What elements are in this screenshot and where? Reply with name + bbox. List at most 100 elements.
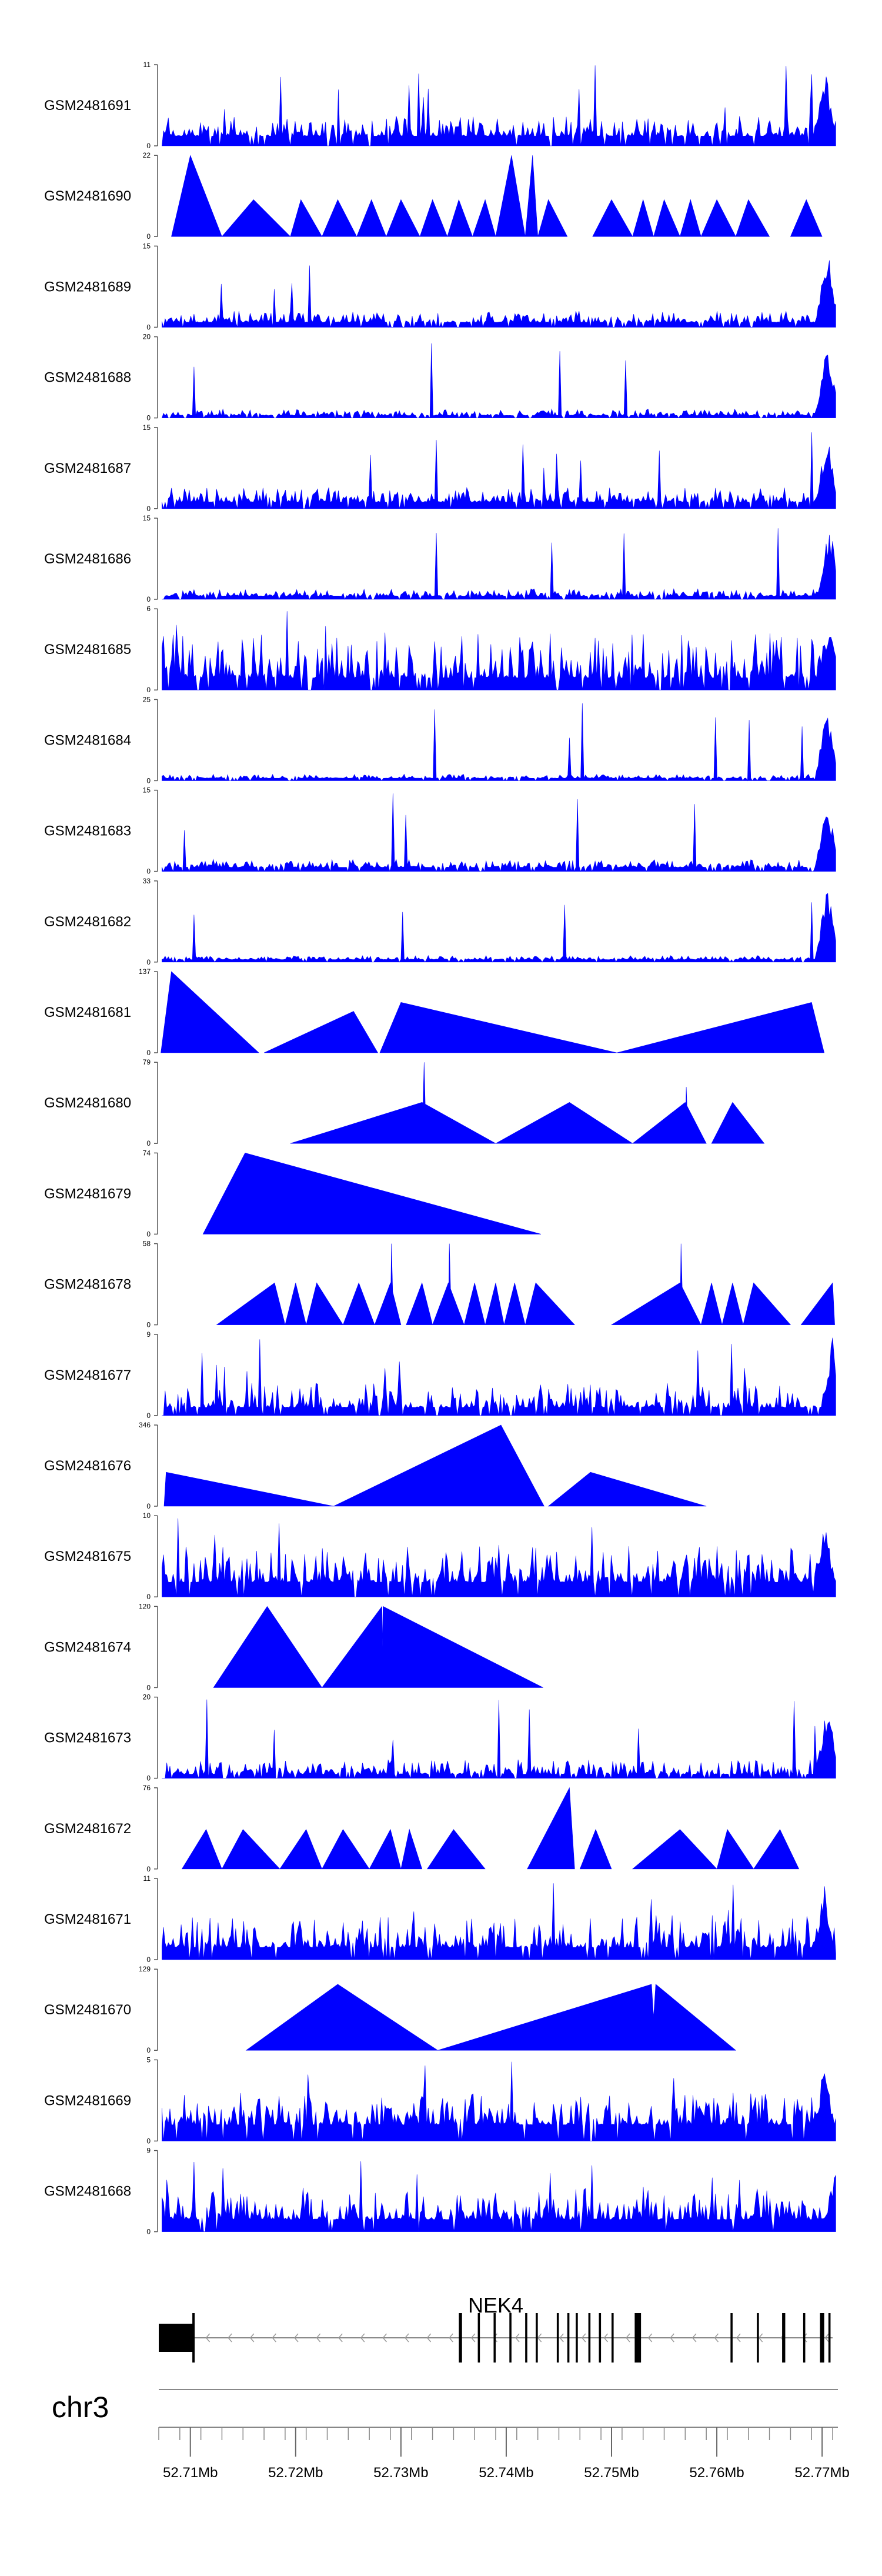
gene-exon bbox=[757, 2313, 759, 2363]
track-label-GSM2481682: GSM2481682 bbox=[44, 914, 131, 930]
strand-arrow-icon bbox=[647, 2333, 653, 2343]
coverage-area-GSM2481674 bbox=[213, 1606, 543, 1688]
y-max-label: 120 bbox=[139, 1602, 151, 1610]
track-label-GSM2481684: GSM2481684 bbox=[44, 732, 131, 748]
track-label-GSM2481687: GSM2481687 bbox=[44, 461, 131, 476]
gene-name-label: NEK4 bbox=[468, 2293, 523, 2317]
gene-exon bbox=[634, 2313, 642, 2363]
track-label-GSM2481673: GSM2481673 bbox=[44, 1730, 131, 1746]
x-tick-label: 52.73Mb bbox=[373, 2465, 428, 2481]
coverage-area-GSM2481668 bbox=[162, 2161, 836, 2232]
y-zero-label: 0 bbox=[146, 686, 151, 694]
y-zero-label: 0 bbox=[146, 595, 151, 603]
track-label-GSM2481691: GSM2481691 bbox=[44, 98, 131, 114]
y-max-label: 11 bbox=[143, 1874, 151, 1883]
gene-exon bbox=[525, 2313, 527, 2363]
strand-arrow-icon bbox=[824, 2333, 830, 2343]
y-zero-label: 0 bbox=[146, 323, 151, 331]
gene-exon bbox=[159, 2324, 194, 2352]
y-zero-label: 0 bbox=[146, 1502, 151, 1510]
y-zero-label: 0 bbox=[146, 2228, 151, 2236]
gene-exon bbox=[820, 2313, 824, 2363]
track-label-GSM2481670: GSM2481670 bbox=[44, 2002, 131, 2018]
strand-arrow-icon bbox=[205, 2333, 211, 2343]
strand-arrow-icon bbox=[272, 2333, 276, 2343]
track-label-GSM2481678: GSM2481678 bbox=[44, 1277, 131, 1293]
y-max-label: 9 bbox=[146, 1330, 151, 1339]
y-max-label: 6 bbox=[146, 605, 151, 613]
strand-arrow-icon bbox=[581, 2333, 586, 2343]
gene-exon bbox=[556, 2313, 559, 2363]
coverage-area-GSM2481684 bbox=[162, 703, 836, 782]
y-max-label: 5 bbox=[146, 2056, 151, 2064]
coverage-area-GSM2481679 bbox=[202, 1153, 542, 1234]
y-max-label: 15 bbox=[143, 514, 151, 522]
coverage-area-GSM2481680 bbox=[290, 1062, 765, 1144]
track-label-GSM2481674: GSM2481674 bbox=[44, 1639, 131, 1655]
y-max-label: 346 bbox=[139, 1421, 151, 1429]
chromosome-label: chr3 bbox=[52, 2391, 109, 2424]
y-zero-label: 0 bbox=[146, 1865, 151, 1873]
gene-exon bbox=[828, 2313, 831, 2363]
y-max-label: 20 bbox=[143, 333, 151, 341]
strand-arrow-icon bbox=[426, 2333, 432, 2343]
y-max-label: 79 bbox=[143, 1058, 151, 1066]
gene-exon bbox=[509, 2313, 512, 2363]
y-zero-label: 0 bbox=[146, 505, 151, 513]
y-zero-label: 0 bbox=[146, 1774, 151, 1783]
strand-arrow-icon bbox=[449, 2333, 453, 2343]
y-max-label: 10 bbox=[143, 1511, 151, 1520]
coverage-area-GSM2481678 bbox=[216, 1243, 835, 1325]
strand-arrow-icon bbox=[691, 2333, 697, 2343]
track-label-GSM2481688: GSM2481688 bbox=[44, 370, 131, 386]
coverage-area-GSM2481676 bbox=[163, 1424, 707, 1507]
y-max-label: 11 bbox=[143, 61, 151, 69]
strand-arrow-icon bbox=[670, 2333, 674, 2343]
y-zero-label: 0 bbox=[146, 1412, 151, 1420]
y-max-label: 74 bbox=[143, 1149, 151, 1157]
track-label-GSM2481689: GSM2481689 bbox=[44, 279, 131, 295]
y-zero-label: 0 bbox=[146, 1956, 151, 1964]
track-label-GSM2481676: GSM2481676 bbox=[44, 1458, 131, 1474]
strand-arrow-icon bbox=[515, 2333, 520, 2343]
y-max-label: 137 bbox=[139, 967, 151, 976]
strand-arrow-icon bbox=[470, 2333, 476, 2343]
gene-exon bbox=[536, 2313, 538, 2363]
y-max-label: 15 bbox=[143, 423, 151, 432]
strand-arrow-icon bbox=[294, 2333, 299, 2343]
strand-arrow-icon bbox=[338, 2333, 343, 2343]
strand-arrow-icon bbox=[405, 2333, 409, 2343]
coverage-area-GSM2481689 bbox=[162, 260, 836, 328]
strand-arrow-icon bbox=[382, 2333, 387, 2343]
strand-arrow-icon bbox=[603, 2333, 609, 2343]
gene-exon bbox=[599, 2313, 602, 2363]
strand-arrow-icon bbox=[758, 2333, 763, 2343]
strand-arrow-icon bbox=[316, 2333, 321, 2343]
y-zero-label: 0 bbox=[146, 414, 151, 422]
y-zero-label: 0 bbox=[146, 867, 151, 876]
y-max-label: 20 bbox=[143, 1693, 151, 1701]
track-label-GSM2481683: GSM2481683 bbox=[44, 823, 131, 839]
gene-exon bbox=[192, 2313, 195, 2363]
track-label-GSM2481675: GSM2481675 bbox=[44, 1549, 131, 1564]
gene-exon bbox=[477, 2313, 480, 2363]
coverage-area-GSM2481683 bbox=[162, 793, 836, 872]
x-tick-label: 52.71Mb bbox=[163, 2465, 218, 2481]
track-label-GSM2481680: GSM2481680 bbox=[44, 1095, 131, 1111]
y-zero-label: 0 bbox=[146, 2137, 151, 2145]
y-max-label: 9 bbox=[146, 2147, 151, 2155]
coverage-area-GSM2481670 bbox=[245, 1984, 737, 2051]
strand-arrow-icon bbox=[249, 2333, 255, 2343]
coverage-area-GSM2481673 bbox=[162, 1699, 836, 1779]
x-tick-label: 52.72Mb bbox=[268, 2465, 323, 2481]
y-zero-label: 0 bbox=[146, 232, 151, 241]
gene-exon bbox=[493, 2313, 496, 2363]
gene-exon bbox=[782, 2313, 786, 2363]
gene-exon bbox=[612, 2313, 614, 2363]
x-tick-label: 52.74Mb bbox=[479, 2465, 533, 2481]
y-max-label: 25 bbox=[143, 695, 151, 703]
gene-exon bbox=[803, 2313, 806, 2363]
y-max-label: 22 bbox=[143, 151, 151, 159]
y-zero-label: 0 bbox=[146, 1139, 151, 1147]
x-tick-label: 52.77Mb bbox=[794, 2465, 849, 2481]
